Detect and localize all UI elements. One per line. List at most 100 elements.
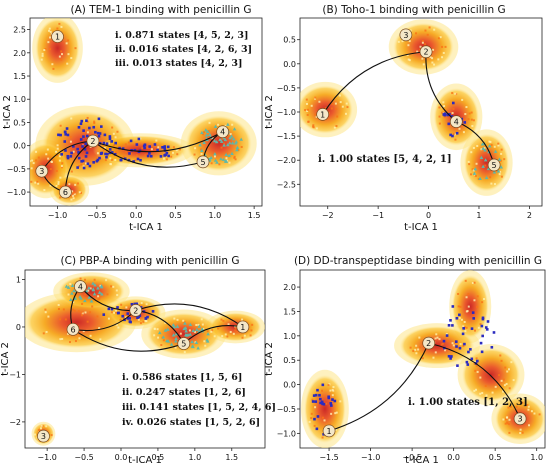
state-point <box>519 432 522 435</box>
state-point <box>207 130 210 133</box>
conformation-point <box>146 154 150 158</box>
conformation-point <box>447 122 451 126</box>
conformation-point <box>83 147 87 151</box>
state-point <box>491 391 494 394</box>
state-point <box>473 299 476 302</box>
state-point <box>182 319 185 322</box>
state-point <box>79 191 82 194</box>
state-point <box>493 145 496 148</box>
state-point <box>477 326 480 329</box>
state-point <box>213 335 216 338</box>
conformation-point <box>174 336 178 341</box>
state-label: 4 <box>78 283 83 292</box>
conformation-point <box>128 152 131 155</box>
state-point <box>211 329 214 332</box>
state-label: 6 <box>70 325 75 334</box>
transition-arrow <box>422 50 457 123</box>
state-point <box>431 57 434 60</box>
conformation-point <box>316 388 319 392</box>
conformation-point <box>205 129 210 133</box>
transition-arrow <box>321 51 427 116</box>
state-point <box>78 191 81 194</box>
state-point <box>443 115 446 118</box>
conformation-point <box>77 151 80 154</box>
state-point <box>510 361 513 364</box>
state-node <box>316 108 330 121</box>
state-point <box>498 173 501 176</box>
state-point <box>107 317 110 320</box>
state-point <box>333 126 336 129</box>
state-point <box>221 335 224 338</box>
state-point <box>489 141 492 144</box>
state-point <box>331 388 334 391</box>
conformation-point <box>163 147 167 150</box>
state-point <box>467 293 470 296</box>
state-point <box>55 150 58 153</box>
state-point <box>102 149 105 152</box>
state-point <box>82 330 85 333</box>
state-point <box>124 316 127 319</box>
state-point <box>325 402 328 405</box>
state-point <box>41 54 44 57</box>
conformation-point <box>133 148 137 152</box>
conformation-point <box>202 140 206 144</box>
state-point <box>80 163 83 166</box>
state-point <box>234 325 237 328</box>
conformation-point <box>64 133 67 136</box>
state-point <box>474 369 477 372</box>
state-point <box>93 122 96 125</box>
state-point <box>194 147 197 150</box>
x-tick-label: 2 <box>527 211 532 220</box>
state-point <box>114 158 117 161</box>
state-point <box>59 318 62 321</box>
state-point <box>432 356 435 359</box>
state-point <box>35 150 38 153</box>
state-label: 1 <box>55 33 60 42</box>
state-point <box>47 162 50 165</box>
state-point <box>43 189 46 192</box>
state-point <box>502 378 505 381</box>
state-point <box>421 39 424 42</box>
conformation-point <box>91 287 96 291</box>
state-point <box>237 149 240 152</box>
panel-d-annotations: i. 1.00 states [1, 2, 3] <box>408 397 528 408</box>
state-point <box>473 329 476 332</box>
conformation-point <box>206 332 210 336</box>
conformation-point <box>487 144 492 148</box>
conformation-point <box>499 165 503 169</box>
state-point <box>48 27 51 30</box>
state-point <box>174 335 177 338</box>
state-point <box>150 148 153 151</box>
conformation-point <box>218 137 222 142</box>
conformation-point <box>165 338 169 343</box>
state-point <box>201 323 204 326</box>
conformation-point <box>146 315 149 319</box>
conformation-point <box>105 155 108 159</box>
state-point <box>457 346 460 349</box>
state-point <box>124 143 127 146</box>
state-point <box>183 320 186 323</box>
conformation-point <box>450 115 454 118</box>
conformation-point <box>196 346 200 350</box>
x-tick-label: −1.0 <box>361 453 380 462</box>
conformation-point <box>185 333 189 337</box>
state-point <box>452 107 455 110</box>
conformation-point <box>222 143 226 147</box>
state-point <box>176 153 179 156</box>
conformation-point <box>94 130 97 134</box>
conformation-point <box>486 320 490 323</box>
conformation-point <box>451 324 454 327</box>
conformation-point <box>69 297 73 302</box>
state-node <box>487 158 501 172</box>
conformation-point <box>481 316 485 320</box>
density-region <box>463 133 510 192</box>
state-point <box>125 306 128 309</box>
conformation-point <box>469 348 472 351</box>
state-point <box>228 161 231 164</box>
conformation-point <box>197 324 202 328</box>
state-point <box>70 117 73 120</box>
conformation-point <box>91 281 95 285</box>
state-point <box>96 152 99 155</box>
annotation-line: i. 0.586 states [1, 5, 6] <box>122 372 242 383</box>
state-point <box>72 308 75 311</box>
